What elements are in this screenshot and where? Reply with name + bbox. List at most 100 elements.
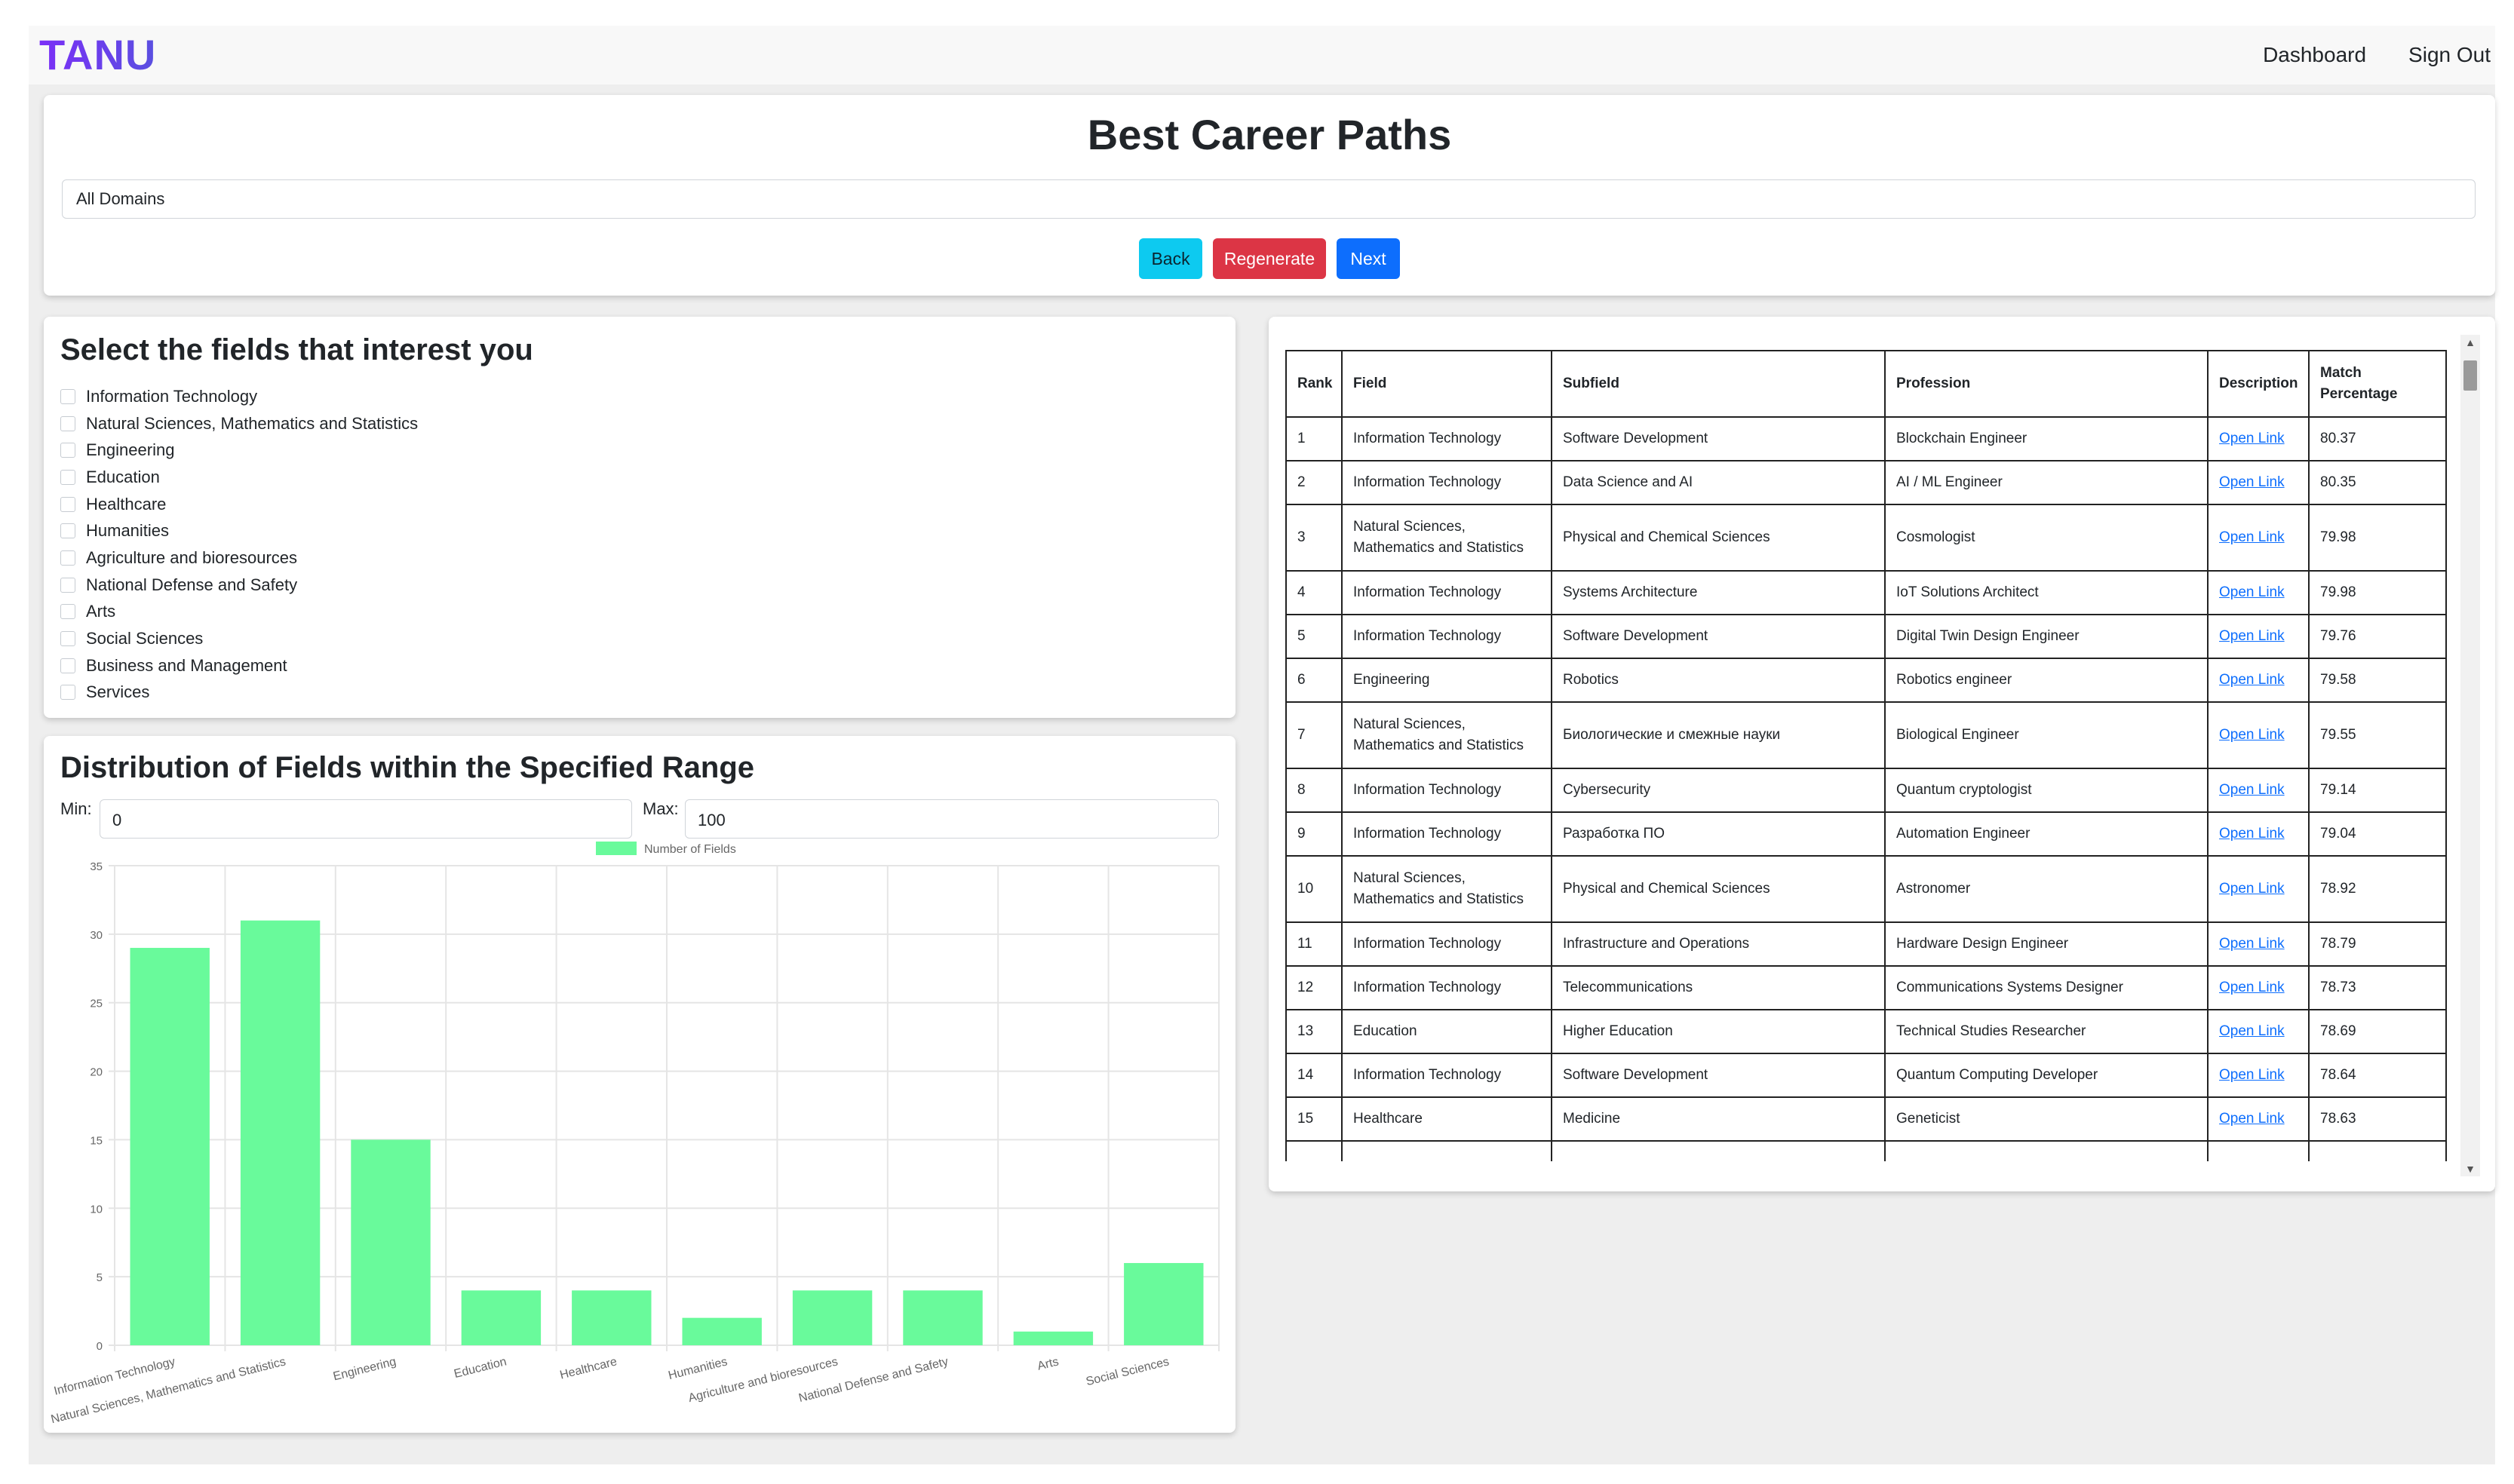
profession-cell: Automation Engineer (1884, 811, 2209, 857)
column-header[interactable]: Match Percentage (2308, 350, 2447, 418)
description-cell: Open Link (2207, 1009, 2310, 1054)
open-link[interactable]: Open Link (2219, 529, 2285, 545)
regenerate-button[interactable]: Regenerate (1213, 238, 1326, 279)
field-checkbox[interactable] (60, 496, 75, 512)
profession-cell: Blockchain Engineer (1884, 416, 2209, 461)
field-label: Healthcare (86, 494, 167, 514)
open-link[interactable]: Open Link (2219, 584, 2285, 600)
field-option[interactable]: Information Technology (60, 383, 418, 410)
chart-bar[interactable] (240, 920, 321, 1345)
field-option[interactable]: Engineering (60, 437, 418, 464)
open-link[interactable]: Open Link (2219, 980, 2285, 995)
column-header[interactable]: Field (1341, 350, 1552, 418)
rank-cell: 14 (1285, 1053, 1343, 1098)
field-cell: Natural Sciences, Mathematics and Statis… (1341, 855, 1552, 923)
x-tick-label: Humanities (667, 1355, 729, 1382)
field-option[interactable]: Natural Sciences, Mathematics and Statis… (60, 410, 418, 437)
description-cell: Open Link (2207, 855, 2310, 923)
chart-bar[interactable] (130, 948, 210, 1345)
max-input[interactable]: 100 (685, 799, 1219, 839)
subfield-cell: Software Development (1551, 1053, 1886, 1098)
rank-cell: 9 (1285, 811, 1343, 857)
min-input[interactable]: 0 (100, 799, 632, 839)
field-option[interactable]: Business and Management (60, 652, 418, 679)
y-tick-label: 5 (97, 1271, 103, 1284)
domain-select[interactable]: All Domains (62, 179, 2476, 219)
scroll-up-arrow-icon[interactable]: ▲ (2465, 336, 2476, 348)
field-checkbox[interactable] (60, 685, 75, 701)
field-checkbox[interactable] (60, 577, 75, 593)
field-cell: Information Technology (1341, 921, 1552, 967)
column-header[interactable]: Profession (1884, 350, 2209, 418)
column-header[interactable]: Description (2207, 350, 2310, 418)
chart-bar[interactable] (792, 1290, 873, 1345)
description-cell (2207, 1140, 2310, 1161)
open-link[interactable]: Open Link (2219, 431, 2285, 446)
open-link[interactable]: Open Link (2219, 782, 2285, 798)
scroll-down-arrow-icon[interactable]: ▼ (2465, 1163, 2476, 1175)
field-label: National Defense and Safety (86, 575, 298, 594)
field-checkbox[interactable] (60, 388, 75, 404)
field-checkbox[interactable] (60, 443, 75, 458)
fields-heading: Select the fields that interest you (60, 333, 533, 366)
subfield-cell: Robotics (1551, 658, 1886, 703)
open-link[interactable]: Open Link (2219, 1111, 2285, 1127)
open-link[interactable]: Open Link (2219, 826, 2285, 842)
subfield-cell: Биологические и смежные науки (1551, 701, 1886, 769)
nav-dashboard-link[interactable]: Dashboard (2263, 43, 2367, 66)
column-header[interactable]: Rank (1285, 350, 1343, 418)
field-label: Social Sciences (86, 629, 204, 648)
field-option[interactable]: Education (60, 464, 418, 491)
open-link[interactable]: Open Link (2219, 474, 2285, 490)
field-checkbox[interactable] (60, 523, 75, 539)
field-label: Information Technology (86, 386, 258, 406)
field-option[interactable]: Agriculture and bioresources (60, 544, 418, 572)
match-percentage-cell: 78.69 (2308, 1009, 2447, 1054)
open-link[interactable]: Open Link (2219, 628, 2285, 644)
field-checkbox[interactable] (60, 631, 75, 647)
rank-cell: 8 (1285, 768, 1343, 813)
legend-label[interactable]: Number of Fields (644, 843, 736, 856)
field-option[interactable]: Healthcare (60, 491, 418, 518)
open-link[interactable]: Open Link (2219, 936, 2285, 952)
match-percentage-cell: 78.79 (2308, 921, 2447, 967)
back-button[interactable]: Back (1139, 238, 1202, 279)
description-cell: Open Link (2207, 921, 2310, 967)
open-link[interactable]: Open Link (2219, 1023, 2285, 1039)
chart-bar[interactable] (903, 1290, 983, 1345)
field-option[interactable]: Humanities (60, 517, 418, 544)
open-link[interactable]: Open Link (2219, 881, 2285, 897)
page-title: Best Career Paths (1087, 111, 1452, 158)
description-cell: Open Link (2207, 658, 2310, 703)
field-option[interactable]: Social Sciences (60, 625, 418, 652)
field-option[interactable]: Services (60, 679, 418, 707)
brand-logo[interactable]: TANU (39, 31, 157, 78)
field-checkbox[interactable] (60, 658, 75, 673)
field-option[interactable]: Arts (60, 599, 418, 626)
rank-cell: 12 (1285, 965, 1343, 1010)
chart-bar[interactable] (461, 1290, 542, 1345)
field-checkbox-list: Information Technology Natural Sciences,… (60, 383, 418, 706)
column-header[interactable]: Subfield (1551, 350, 1886, 418)
chart-bar[interactable] (572, 1290, 652, 1345)
open-link[interactable]: Open Link (2219, 672, 2285, 688)
scroll-thumb[interactable] (2463, 360, 2477, 391)
open-link[interactable]: Open Link (2219, 727, 2285, 743)
field-checkbox[interactable] (60, 415, 75, 431)
field-checkbox[interactable] (60, 550, 75, 566)
chart-bar[interactable] (351, 1139, 431, 1345)
field-checkbox[interactable] (60, 469, 75, 485)
field-checkbox[interactable] (60, 604, 75, 620)
chart-bar[interactable] (1013, 1331, 1094, 1345)
chart-bar[interactable] (682, 1317, 762, 1345)
next-button[interactable]: Next (1337, 238, 1400, 279)
subfield-cell (1551, 1140, 1886, 1161)
field-option[interactable]: National Defense and Safety (60, 572, 418, 599)
table-row: 14 Information Technology Software Develop… (1285, 1053, 2447, 1098)
open-link[interactable]: Open Link (2219, 1067, 2285, 1083)
profession-cell: IoT Solutions Architect (1884, 570, 2209, 615)
results-table-container[interactable]: Rank Field Subfield Profession Descripti… (1285, 350, 2454, 1161)
nav-sign-out-link[interactable]: Sign Out (2408, 43, 2491, 66)
table-scrollbar[interactable]: ▲ ▼ (2460, 335, 2480, 1176)
chart-bar[interactable] (1124, 1262, 1204, 1345)
